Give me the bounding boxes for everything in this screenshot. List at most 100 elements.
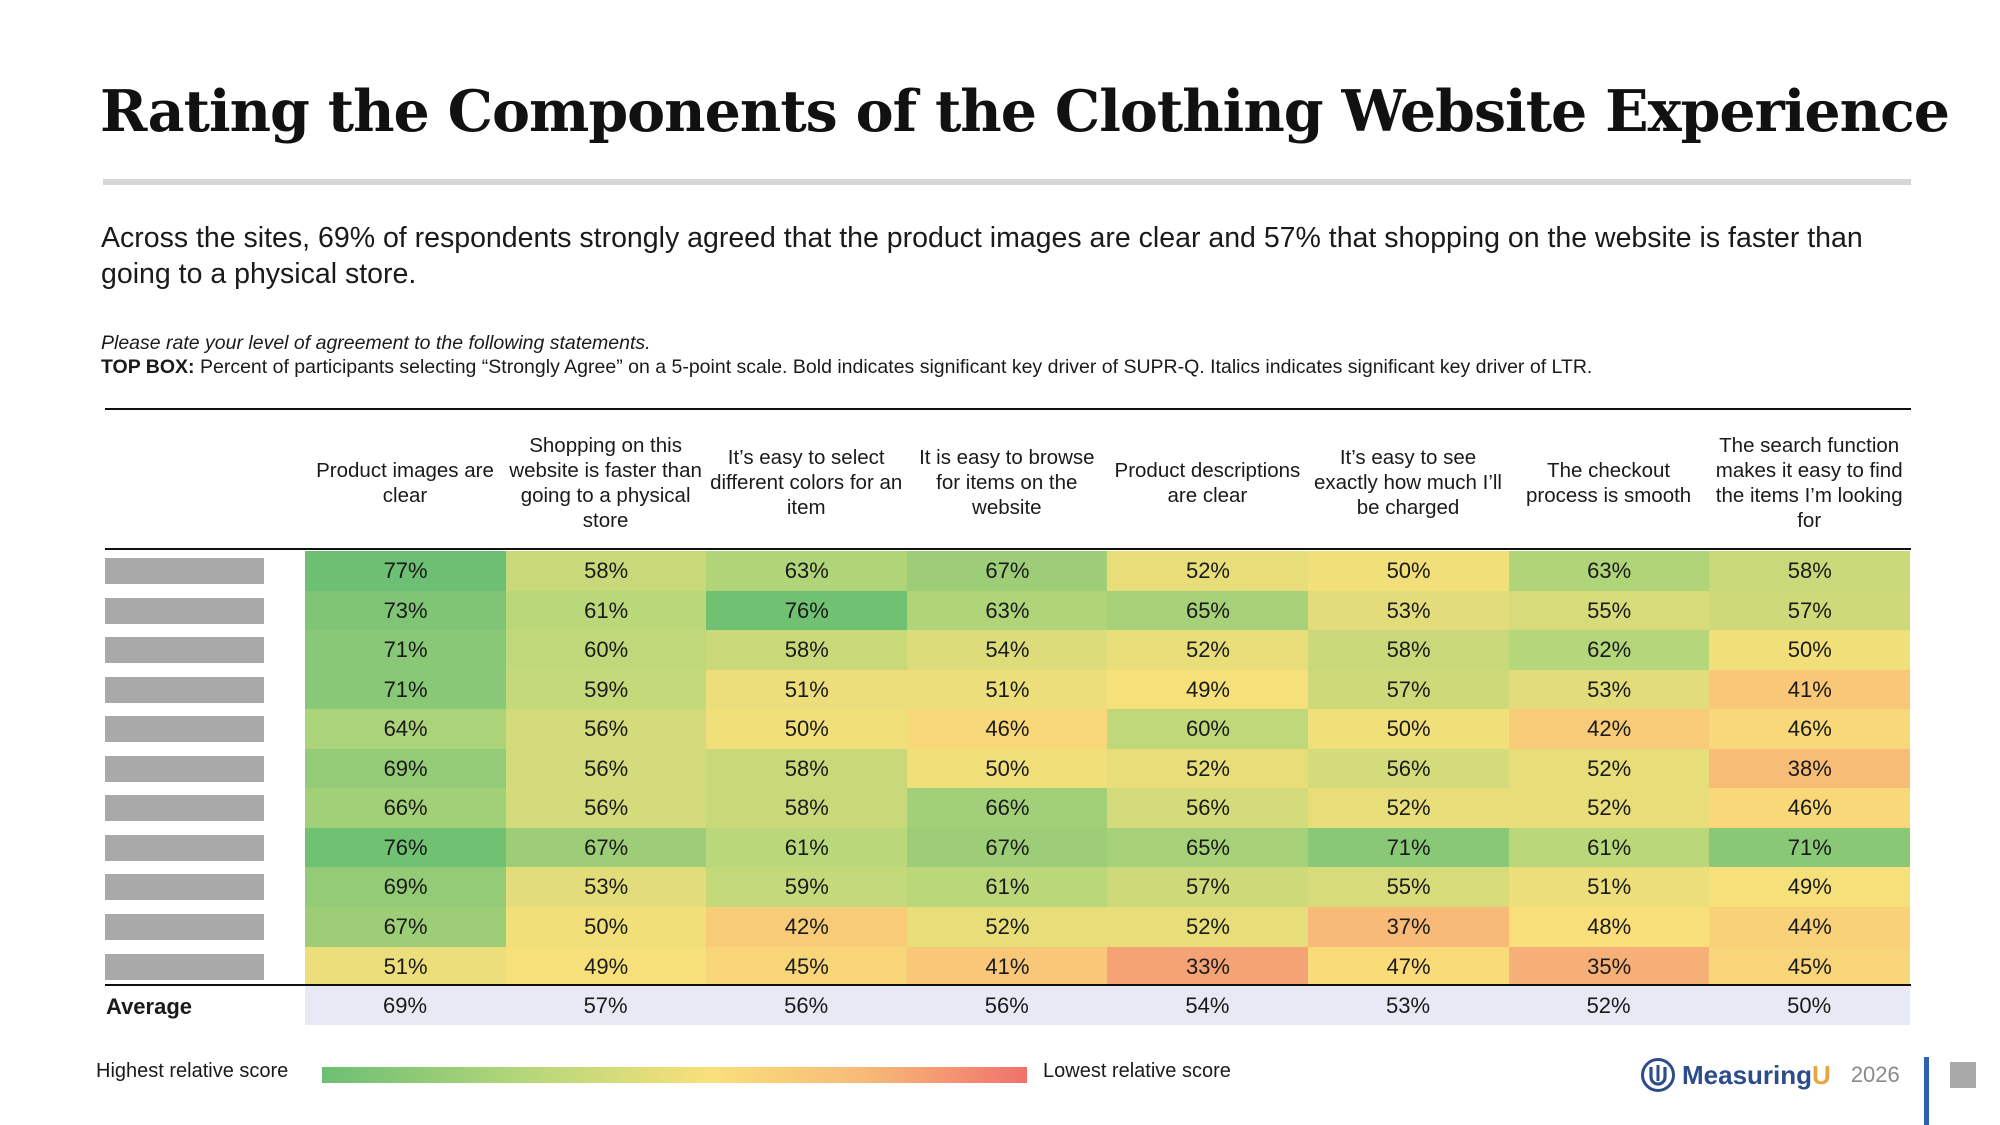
heatmap-cell: 46% — [906, 709, 1108, 750]
footer-gray-square — [1950, 1062, 1976, 1088]
column-header: Shopping on this website is faster than … — [509, 433, 702, 532]
heatmap-cell: 59% — [706, 867, 908, 908]
heatmap-cell: 50% — [706, 709, 908, 750]
brand-name-accent: U — [1812, 1059, 1831, 1090]
heatmap-cell: 46% — [1709, 709, 1911, 750]
heatmap-cell: 61% — [505, 590, 707, 631]
heatmap-cell: 67% — [906, 551, 1108, 592]
average-row-background — [305, 986, 1910, 1025]
heatmap-cell: 63% — [706, 551, 908, 592]
heatmap-cell: 56% — [505, 748, 707, 789]
heatmap-cell: 50% — [1709, 630, 1911, 671]
heatmap-cell: 47% — [1308, 946, 1510, 987]
heatmap-cell: 53% — [1308, 590, 1510, 631]
row-label-redacted — [105, 755, 264, 782]
heatmap-cell: 65% — [1107, 827, 1309, 868]
brand: MeasuringU 2026 — [1640, 1055, 1900, 1095]
heatmap-cell: 52% — [1308, 788, 1510, 829]
heatmap-cell: 58% — [1709, 551, 1911, 592]
heatmap-cell: 53% — [1508, 669, 1710, 710]
topbox-text: Percent of participants selecting “Stron… — [194, 356, 1593, 378]
heatmap-cell: 57% — [1709, 590, 1911, 631]
heatmap-cell: 58% — [505, 551, 707, 592]
heatmap-cell: 38% — [1709, 748, 1911, 789]
heatmap-cell: 76% — [706, 590, 908, 631]
table-average-rule — [105, 984, 1911, 986]
heatmap-cell: 66% — [906, 788, 1108, 829]
row-label-redacted — [105, 716, 264, 743]
heatmap-cell: 50% — [906, 748, 1108, 789]
heatmap-cell: 42% — [706, 906, 908, 948]
heatmap-cell: 56% — [505, 709, 707, 750]
heatmap-cell: 52% — [1508, 748, 1710, 789]
row-label-redacted — [105, 558, 264, 584]
heatmap-cell: 58% — [706, 630, 908, 671]
heatmap-cell: 52% — [1107, 906, 1309, 948]
question-text: Please rate your level of agreement to t… — [101, 332, 651, 354]
heatmap-cell: 45% — [1709, 946, 1911, 987]
average-cell: 56% — [784, 992, 829, 1018]
page-title: Rating the Components of the Clothing We… — [100, 78, 1950, 145]
subtitle: Across the sites, 69% of respondents str… — [101, 222, 1863, 290]
heatmap-cell: 69% — [305, 867, 507, 908]
heatmap-cell: 51% — [305, 946, 507, 987]
heatmap-cell: 64% — [305, 709, 507, 750]
heatmap-cell: 67% — [305, 906, 507, 948]
column-header: The search function makes it easy to fin… — [1715, 433, 1903, 532]
heatmap-cell: 46% — [1709, 788, 1911, 829]
heatmap-cell: 52% — [1107, 748, 1309, 789]
heatmap-cell: 48% — [1508, 906, 1710, 948]
heatmap-cell: 73% — [305, 590, 507, 631]
heatmap-cell: 52% — [1508, 788, 1710, 829]
heatmap-cell: 51% — [1508, 867, 1710, 908]
footer-accent-bar — [1924, 1057, 1929, 1125]
legend-low-label: Lowest relative score — [1043, 1060, 1231, 1082]
heatmap-cell: 67% — [505, 827, 707, 868]
heatmap-cell: 37% — [1308, 906, 1510, 948]
heatmap-cell: 52% — [1107, 630, 1309, 671]
heatmap-cell: 60% — [1107, 709, 1309, 750]
row-label-redacted — [105, 795, 264, 822]
heatmap-cell: 60% — [505, 630, 707, 671]
column-header: Product images are clear — [316, 458, 494, 507]
measuringu-logo-icon — [1641, 1058, 1675, 1092]
average-cell: 53% — [1385, 992, 1431, 1018]
heatmap-cell: 33% — [1107, 946, 1309, 987]
row-label-redacted — [105, 953, 264, 980]
heatmap-cell: 65% — [1107, 590, 1309, 631]
heatmap-cell: 51% — [906, 669, 1108, 710]
heatmap-cell: 45% — [706, 946, 908, 987]
legend-high-label: Highest relative score — [96, 1060, 289, 1082]
column-header: The checkout process is smooth — [1525, 458, 1692, 507]
heatmap-cell: 71% — [1308, 827, 1510, 868]
average-cell: 69% — [382, 992, 428, 1018]
average-cell: 50% — [1787, 992, 1832, 1018]
table-header-rule — [105, 548, 1911, 550]
heatmap-cell: 76% — [305, 827, 507, 868]
legend-gradient-bar — [322, 1067, 1027, 1083]
heatmap-cell: 49% — [505, 946, 707, 987]
heatmap-cell: 42% — [1508, 709, 1710, 750]
average-cell: 52% — [1586, 992, 1631, 1018]
topbox-label: TOP BOX: — [101, 356, 195, 378]
average-cell: 57% — [583, 992, 628, 1018]
heatmap-cell: 55% — [1508, 590, 1710, 631]
heatmap-cell: 67% — [906, 827, 1108, 868]
heatmap-cell: 54% — [906, 630, 1108, 671]
heatmap-cell: 57% — [1107, 867, 1309, 908]
average-cell: 56% — [984, 992, 1029, 1018]
heatmap-cell: 61% — [706, 827, 908, 868]
average-label: Average — [106, 994, 193, 1019]
heatmap-cell: 52% — [1107, 551, 1309, 592]
heatmap-cell: 62% — [1508, 630, 1710, 671]
heatmap-cell: 66% — [305, 788, 507, 829]
column-header: It’s easy to select different colors for… — [710, 446, 903, 519]
heatmap-cell: 61% — [1508, 827, 1710, 868]
average-cell: 54% — [1185, 992, 1230, 1018]
heatmap-cell: 57% — [1308, 669, 1510, 710]
heatmap-cell: 49% — [1107, 669, 1309, 710]
heatmap-cell: 41% — [906, 946, 1108, 987]
row-label-redacted — [105, 597, 264, 624]
heatmap-cell: 55% — [1308, 867, 1510, 908]
heatmap-cell: 41% — [1709, 669, 1911, 710]
